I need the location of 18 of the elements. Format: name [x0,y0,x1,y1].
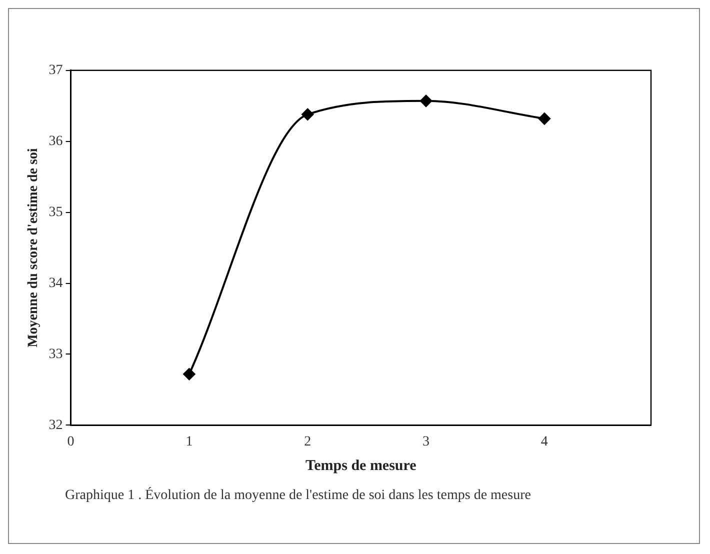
text: Graphique 1 . Évolution de la moyenne de l'estime de soi dans les temps de mesure [65,487,532,505]
y-tick-label: 37 [48,63,63,78]
point [538,112,550,125]
point [420,94,432,107]
y-axis-title: Moyenne du score d'estime de soi [26,148,42,348]
y-tick-label: 36 [48,134,63,150]
x-tick-label: 3 [422,434,430,450]
y-tick-label: 33 [48,346,63,362]
y-tick-label: 34 [48,276,63,291]
point [183,368,196,380]
y-tick-label: 35 [48,204,63,220]
point [302,108,314,120]
x-tick-label: 4 [540,434,548,450]
x-tick-label: 2 [304,434,312,450]
x-axis-title: Temps de mesure [305,458,417,474]
x-tick-label: 0 [67,434,74,450]
x-tick-label: 1 [186,434,193,450]
y-tick-label: 32 [48,418,63,433]
